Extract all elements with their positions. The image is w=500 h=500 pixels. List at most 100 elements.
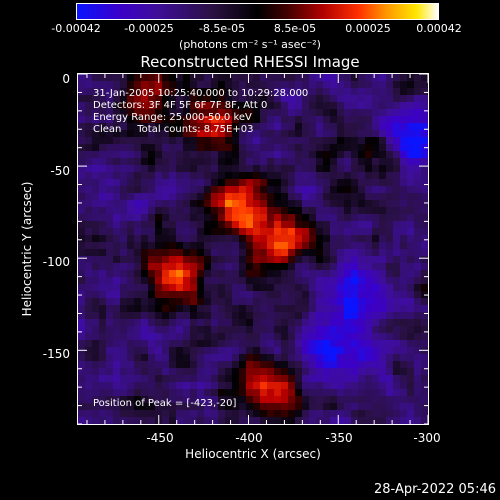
heatmap-cell — [295, 242, 303, 250]
heatmap-cell — [141, 417, 149, 424]
heatmap-cell — [141, 249, 149, 257]
heatmap-cell — [302, 221, 310, 229]
heatmap-cell — [232, 396, 240, 404]
heatmap-cell — [127, 410, 135, 418]
heatmap-cell — [113, 88, 121, 96]
heatmap-cell — [281, 326, 289, 334]
heatmap-cell — [295, 382, 303, 390]
heatmap-cell — [239, 221, 247, 229]
heatmap-cell — [386, 396, 394, 404]
heatmap-cell — [148, 382, 156, 390]
heatmap-cell — [134, 249, 142, 257]
heatmap-cell — [302, 263, 310, 271]
heatmap-cell — [316, 340, 324, 348]
heatmap-cell — [295, 361, 303, 369]
heatmap-cell — [302, 347, 310, 355]
heatmap-cell — [407, 200, 415, 208]
heatmap-cell — [197, 389, 205, 397]
heatmap-cell — [267, 116, 275, 124]
heatmap-cell — [99, 144, 107, 152]
heatmap-cell — [372, 263, 380, 271]
heatmap-cell — [260, 256, 268, 264]
heatmap-cell — [400, 144, 408, 152]
heatmap-cell — [351, 298, 359, 306]
heatmap-cell — [120, 277, 128, 285]
heatmap-cell — [253, 158, 261, 166]
heatmap-cell — [253, 277, 261, 285]
heatmap-cell — [99, 319, 107, 327]
heatmap-cell — [281, 158, 289, 166]
heatmap-cell — [246, 95, 254, 103]
heatmap-cell — [148, 340, 156, 348]
heatmap-cell — [288, 242, 296, 250]
heatmap-cell — [190, 410, 198, 418]
heatmap-cell — [190, 235, 198, 243]
heatmap-cell — [85, 200, 93, 208]
heatmap-cell — [218, 144, 226, 152]
heatmap-cell — [176, 340, 184, 348]
heatmap-cell — [337, 193, 345, 201]
heatmap-cell — [190, 326, 198, 334]
heatmap-cell — [197, 340, 205, 348]
heatmap-cell — [344, 228, 352, 236]
heatmap-cell — [407, 95, 415, 103]
heatmap-cell — [99, 417, 107, 424]
heatmap-cell — [225, 130, 233, 138]
heatmap-cell — [239, 193, 247, 201]
heatmap-cell — [190, 74, 198, 82]
heatmap-cell — [379, 186, 387, 194]
heatmap-cell — [155, 158, 163, 166]
heatmap-cell — [288, 151, 296, 159]
heatmap-cell — [120, 312, 128, 320]
heatmap-cell — [113, 151, 121, 159]
heatmap-cell — [372, 235, 380, 243]
heatmap-cell — [232, 109, 240, 117]
heatmap-cell — [372, 214, 380, 222]
heatmap-cell — [162, 228, 170, 236]
heatmap-cell — [190, 291, 198, 299]
heatmap-cell — [344, 326, 352, 334]
heatmap-cell — [141, 403, 149, 411]
heatmap-cell — [379, 361, 387, 369]
heatmap-cell — [400, 319, 408, 327]
heatmap-cell — [169, 88, 177, 96]
heatmap-cell — [267, 74, 275, 82]
heatmap-cell — [246, 256, 254, 264]
heatmap-cell — [288, 186, 296, 194]
heatmap-cell — [316, 277, 324, 285]
heatmap-cell — [393, 207, 401, 215]
heatmap-cell — [358, 158, 366, 166]
heatmap-cell — [85, 228, 93, 236]
heatmap-cell — [316, 354, 324, 362]
heatmap-cell — [316, 130, 324, 138]
heatmap-cell — [141, 382, 149, 390]
heatmap-cell — [267, 389, 275, 397]
heatmap-cell — [225, 144, 233, 152]
heatmap-cell — [120, 340, 128, 348]
heatmap-cell — [106, 319, 114, 327]
heatmap-cell — [288, 389, 296, 397]
heatmap-cell — [176, 375, 184, 383]
heatmap-cell — [274, 347, 282, 355]
heatmap-cell — [421, 130, 428, 138]
heatmap-cell — [99, 116, 107, 124]
heatmap-cell — [225, 326, 233, 334]
heatmap-cell — [344, 305, 352, 313]
heatmap-cell — [162, 263, 170, 271]
heatmap-cell — [246, 242, 254, 250]
heatmap-cell — [274, 368, 282, 376]
heatmap-cell — [148, 417, 156, 424]
heatmap-cell — [365, 116, 373, 124]
heatmap-cell — [358, 109, 366, 117]
heatmap-cell — [358, 396, 366, 404]
heatmap-cell — [141, 361, 149, 369]
heatmap-cell — [204, 130, 212, 138]
heatmap-cell — [323, 102, 331, 110]
heatmap-cell — [232, 298, 240, 306]
heatmap-cell — [225, 74, 233, 82]
heatmap-cell — [274, 354, 282, 362]
heatmap-cell — [232, 249, 240, 257]
heatmap-cell — [267, 347, 275, 355]
heatmap-cell — [372, 242, 380, 250]
heatmap-cell — [358, 88, 366, 96]
